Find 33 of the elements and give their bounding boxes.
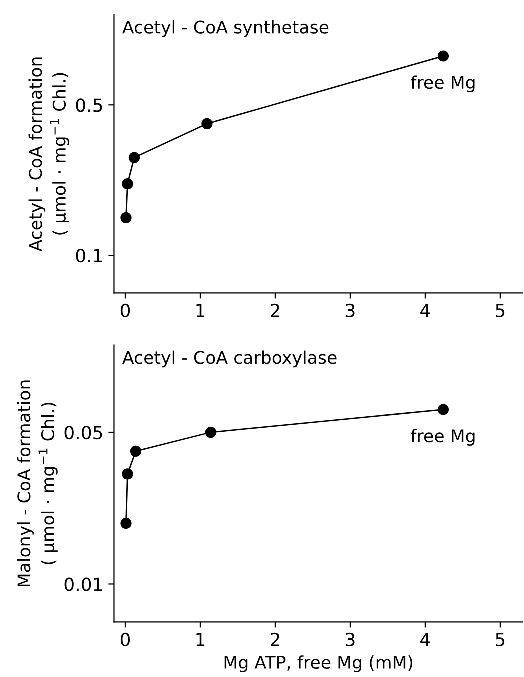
y-axis-title: Acetyl - CoA formation ( µmol · mg$^{−1}$ Chl.) <box>28 58 70 252</box>
point <box>122 468 134 480</box>
point <box>120 518 132 530</box>
x-tick-label: 4 <box>420 633 430 646</box>
annotation: free Mg <box>410 429 475 446</box>
x-tick-label: 0 <box>120 632 130 647</box>
x-tick-label: 2 <box>271 632 280 646</box>
point <box>438 404 450 416</box>
point <box>122 178 134 190</box>
annotation: free Mg <box>410 76 475 92</box>
point <box>205 426 217 438</box>
y-axis-title: Malonyl - CoA formation ( µmol · mg$^{−1}$ Chl.) <box>17 380 58 586</box>
point <box>202 118 213 130</box>
x-tick-label: 2 <box>271 304 280 318</box>
y-tick-label: 0.05 <box>64 426 102 440</box>
y-tick-label: 0.1 <box>76 249 102 263</box>
point <box>130 446 142 458</box>
point <box>120 212 132 224</box>
x-tick-label: 1 <box>196 633 205 646</box>
chart-title: Acetyl - CoA synthetase <box>122 20 329 38</box>
x-tick-label: 5 <box>496 633 505 647</box>
point <box>438 50 450 62</box>
chart-title: Acetyl - CoA carboxylase <box>122 350 337 368</box>
x-tick-label: 3 <box>346 304 355 318</box>
x-tick-label: 0 <box>120 304 130 318</box>
y-tick-label: 0.5 <box>76 98 102 112</box>
x-tick-label: 3 <box>346 632 355 647</box>
x-tick-label: 5 <box>496 304 505 318</box>
y-tick-label: 0.01 <box>64 578 102 592</box>
x-tick-label: 4 <box>420 304 430 318</box>
x-axis-title: Mg ATP, free Mg (mM) <box>224 656 413 672</box>
x-tick-label: 1 <box>196 304 205 318</box>
point <box>128 152 140 164</box>
